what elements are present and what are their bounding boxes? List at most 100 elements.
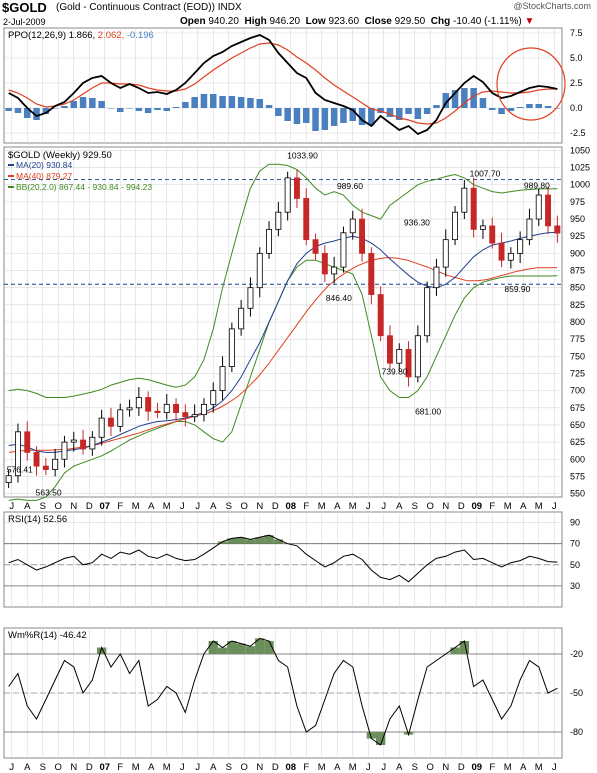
price-ytick-label: 675 xyxy=(570,403,585,413)
candle-body xyxy=(145,397,152,412)
candle-body xyxy=(479,225,486,230)
ppo-histogram-bar xyxy=(312,108,319,131)
x-axis-label-bottom: J xyxy=(366,762,371,773)
x-axis-label: D xyxy=(272,501,279,512)
candle-body xyxy=(545,194,552,227)
x-axis-label-bottom: N xyxy=(70,762,77,773)
price-ytick-label: 775 xyxy=(570,334,585,344)
x-axis-label: A xyxy=(396,501,403,512)
chg-label: Chg xyxy=(430,16,451,27)
chart-date: 2-Jul-2009 xyxy=(3,17,46,27)
rsi-line xyxy=(8,534,558,583)
rsi-overbought-fill xyxy=(255,537,265,544)
candle-body xyxy=(489,225,496,244)
x-axis-label: N xyxy=(442,501,449,512)
candle-body xyxy=(210,390,217,405)
ppo-histogram-bar xyxy=(154,108,161,110)
candle-body xyxy=(303,198,310,241)
williams-upper-fill xyxy=(227,641,237,654)
x-axis-label: A xyxy=(148,501,155,512)
williams-upper-fill xyxy=(217,647,228,654)
candle-body xyxy=(238,307,245,330)
x-axis-label: O xyxy=(241,501,248,512)
x-axis-label-bottom: A xyxy=(520,762,527,773)
ppo-histogram-bar xyxy=(116,108,124,112)
low-value: 923.60 xyxy=(328,16,360,27)
candle-body xyxy=(433,266,440,289)
ppo-histogram-bar xyxy=(554,108,561,109)
ppo-histogram-bar xyxy=(488,108,496,110)
candle-body xyxy=(507,252,514,261)
ma40-legend-label: MA(40) 879.27 xyxy=(16,171,72,181)
williams-lower-fill xyxy=(376,732,386,745)
candle-body xyxy=(24,431,31,453)
x-axis-label: F xyxy=(489,501,495,512)
ppo-histogram-bar xyxy=(414,108,422,119)
williams-upper-fill xyxy=(97,647,107,654)
ppo-histogram-bar xyxy=(61,106,68,108)
x-axis-label: J xyxy=(552,501,557,512)
ppo-histogram-bar xyxy=(498,108,505,114)
ppo-histogram-bar xyxy=(135,108,143,111)
williams-upper-fill xyxy=(459,641,469,654)
candle-body xyxy=(321,252,328,275)
candle-body xyxy=(396,349,403,364)
ppo-histogram-bar xyxy=(358,108,366,125)
candle-body xyxy=(498,242,505,261)
candle-body xyxy=(61,441,68,460)
candle-body xyxy=(98,417,105,438)
high-value: 946.20 xyxy=(269,16,301,27)
x-axis-label: F xyxy=(303,501,309,512)
quote-line: Open 940.20 High 946.20 Low 923.60 Close… xyxy=(180,16,534,27)
ppo-histogram-bar xyxy=(368,108,375,125)
ppo-histogram-bar xyxy=(349,108,357,121)
watermark: @StockCharts.com xyxy=(513,1,591,11)
ppo-histogram-bar xyxy=(200,94,208,108)
price-annotation-label: 1033.90 xyxy=(287,150,318,160)
candle-body xyxy=(377,294,384,337)
candle-body xyxy=(349,218,356,234)
ppo-histogram-bar xyxy=(98,101,105,108)
ppo-histogram-bar xyxy=(126,108,133,109)
candle-body xyxy=(154,410,161,413)
ppo-histogram-bar xyxy=(51,108,59,109)
ppo-ytick-label: 2.5 xyxy=(570,78,583,88)
ppo-histogram-bar xyxy=(395,108,403,120)
ppo-ytick-label: 5.0 xyxy=(570,53,583,63)
price-annotation-label: 563.50 xyxy=(36,487,62,497)
ppo-histogram-bar xyxy=(321,108,329,130)
x-axis-label: D xyxy=(458,501,465,512)
symbol-title: $GOLD xyxy=(2,0,47,15)
x-axis-label: S xyxy=(412,501,418,512)
ppo-histogram-bar xyxy=(182,102,189,108)
x-axis-label-bottom: F xyxy=(117,762,123,773)
x-axis-label: A xyxy=(210,501,217,512)
rsi-panel-frame xyxy=(3,511,563,608)
x-axis-label-bottom: A xyxy=(210,762,217,773)
candle-body xyxy=(359,218,366,254)
price-ytick-label: 575 xyxy=(570,471,585,481)
ppo-histogram-bar xyxy=(191,97,198,108)
x-axis-label-bottom: A xyxy=(24,762,31,773)
ppo-histogram-bar xyxy=(451,90,459,108)
price-ytick-label: 875 xyxy=(570,266,585,276)
rsi-ytick-label: 50 xyxy=(570,560,580,570)
ppo-highlight-circle xyxy=(496,47,566,121)
price-ytick-label: 750 xyxy=(570,351,585,361)
x-axis-label-bottom: M xyxy=(349,762,357,773)
candle-body xyxy=(386,335,393,364)
x-axis-label-bottom: A xyxy=(396,762,403,773)
ppo-histogram-bar xyxy=(237,97,245,108)
x-axis-label: A xyxy=(334,501,341,512)
ma40-legend-swatch xyxy=(8,175,14,177)
x-axis-label: S xyxy=(226,501,232,512)
ppo-histogram-bar xyxy=(247,98,254,108)
price-ytick-label: 550 xyxy=(570,489,585,499)
rsi-overbought-fill xyxy=(217,541,228,544)
candle-body xyxy=(219,366,226,392)
price-annotation-label: 989.60 xyxy=(337,181,363,191)
x-axis-label: A xyxy=(520,501,527,512)
ma20-line xyxy=(8,231,558,453)
williams-ytick-label: -50 xyxy=(570,688,583,698)
ppo-histogram-bar xyxy=(433,105,440,108)
